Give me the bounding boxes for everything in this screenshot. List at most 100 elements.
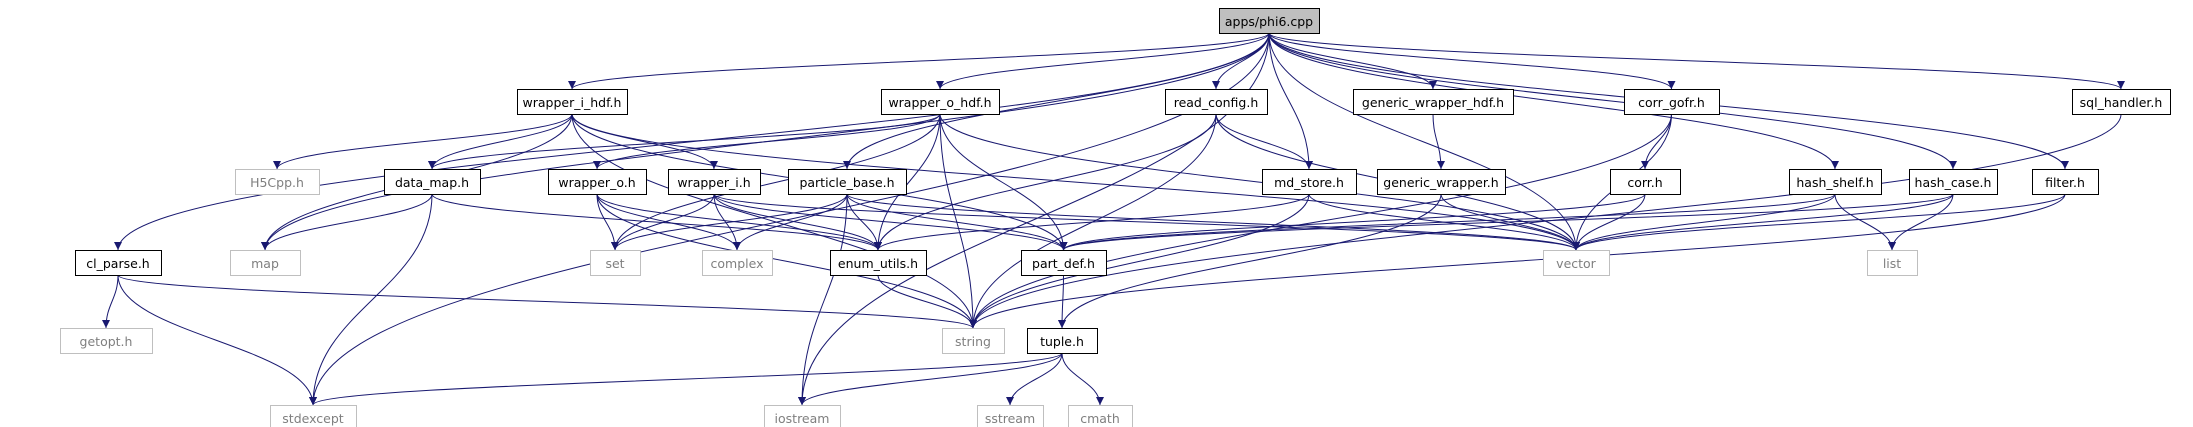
edge-filter-to-string	[969, 193, 2066, 329]
node-particle_base-box	[788, 169, 907, 195]
node-wrapper_i_hdf-label: wrapper_i_hdf.h	[523, 95, 622, 110]
edge-tuple-to-sstream	[1006, 352, 1063, 406]
node-string-label: string	[955, 334, 991, 349]
node-sql_handler[interactable]: sql_handler.h	[2072, 89, 2171, 115]
node-read_config[interactable]: read_config.h	[1165, 89, 1268, 115]
node-wrapper_i_hdf-box	[517, 89, 628, 115]
node-wrapper_o[interactable]: wrapper_o.h	[548, 169, 647, 195]
edge-particle_base-to-set	[611, 193, 848, 251]
node-hash_case[interactable]: hash_case.h	[1909, 169, 1998, 195]
node-wrapper_i[interactable]: wrapper_i.h	[668, 169, 761, 195]
node-phi6-box	[1219, 8, 1320, 34]
edge-phi6-to-generic_wrapper_hdf	[1268, 32, 1437, 90]
edge-hash_case-to-part_def	[1059, 193, 1954, 251]
node-wrapper_o_hdf[interactable]: wrapper_o_hdf.h	[881, 89, 1000, 115]
edge-wrapper_o-to-complex	[596, 193, 741, 251]
node-tuple[interactable]: tuple.h	[1027, 328, 1098, 354]
edge-phi6-to-md_store	[1268, 32, 1313, 170]
node-phi6[interactable]: apps/phi6.cpp	[1219, 8, 1320, 34]
node-phi6-label: apps/phi6.cpp	[1225, 14, 1313, 29]
edge-data_map-to-map	[261, 193, 433, 251]
node-cl_parse[interactable]: cl_parse.h	[75, 250, 162, 276]
node-hash_shelf-label: hash_shelf.h	[1796, 175, 1873, 190]
node-tuple-box	[1027, 328, 1098, 354]
node-vector-box	[1543, 250, 1610, 276]
node-getopt-label: getopt.h	[80, 334, 133, 349]
node-complex-label: complex	[711, 256, 764, 271]
node-filter[interactable]: filter.h	[2032, 169, 2099, 195]
node-string-box	[942, 328, 1005, 354]
edge-tuple-to-stdexcept	[309, 352, 1063, 406]
edge-generic_wrapper-to-tuple	[1058, 193, 1442, 329]
edge-hash_shelf-to-list	[1834, 193, 1896, 251]
node-part_def-box	[1021, 250, 1107, 276]
edge-wrapper_i-to-part_def	[713, 193, 1068, 251]
node-sql_handler-box	[2072, 89, 2171, 115]
edge-particle_base-to-iostream	[798, 193, 848, 406]
node-map-box	[230, 250, 301, 276]
node-complex: complex	[702, 250, 773, 276]
node-sstream-box	[977, 405, 1044, 427]
node-data_map[interactable]: data_map.h	[384, 169, 481, 195]
node-filter-label: filter.h	[2045, 175, 2085, 190]
node-generic_wrapper_hdf[interactable]: generic_wrapper_hdf.h	[1353, 89, 1514, 115]
node-part_def-label: part_def.h	[1032, 256, 1095, 271]
edge-wrapper_i_hdf-to-data_map	[428, 113, 573, 170]
node-corr_gofr-box	[1624, 89, 1720, 115]
node-sstream-label: sstream	[985, 411, 1035, 426]
node-wrapper_o-box	[548, 169, 647, 195]
node-filter-box	[2032, 169, 2099, 195]
edge-read_config-to-string	[969, 113, 1217, 329]
node-part_def[interactable]: part_def.h	[1021, 250, 1107, 276]
node-H5Cpp: H5Cpp.h	[235, 169, 320, 195]
edge-md_store-to-string	[969, 193, 1310, 329]
node-stdexcept-box	[270, 405, 357, 427]
node-wrapper_i-label: wrapper_i.h	[677, 175, 750, 190]
node-corr[interactable]: corr.h	[1610, 169, 1681, 195]
node-generic_wrapper_hdf-label: generic_wrapper_hdf.h	[1362, 95, 1504, 110]
node-cmath-label: cmath	[1080, 411, 1120, 426]
edge-phi6-to-corr_gofr	[1268, 32, 1676, 90]
edge-read_config-to-md_store	[1215, 113, 1313, 170]
edge-read_config-to-enum_utils	[874, 113, 1217, 251]
node-H5Cpp-box	[235, 169, 320, 195]
edge-data_map-to-enum_utils	[431, 193, 882, 251]
dependency-nodes: apps/phi6.cpp wrapper_i_hdf.h wrapper_o_hd…	[60, 8, 2171, 427]
edge-tuple-to-iostream	[798, 352, 1063, 406]
edge-particle_base-to-enum_utils	[846, 193, 882, 251]
node-generic_wrapper[interactable]: generic_wrapper.h	[1377, 169, 1506, 195]
edge-phi6-to-hash_case	[1268, 32, 1957, 170]
edge-corr-to-part_def	[1059, 193, 1646, 251]
node-corr-box	[1610, 169, 1681, 195]
node-sql_handler-label: sql_handler.h	[2080, 95, 2163, 110]
node-string: string	[942, 328, 1005, 354]
node-hash_shelf[interactable]: hash_shelf.h	[1789, 169, 1882, 195]
node-wrapper_i_hdf[interactable]: wrapper_i_hdf.h	[517, 89, 628, 115]
node-cl_parse-label: cl_parse.h	[86, 256, 149, 271]
edge-particle_base-to-complex	[733, 193, 848, 251]
edge-phi6-to-hash_shelf	[1268, 32, 1839, 170]
edge-generic_wrapper_hdf-to-generic_wrapper	[1432, 113, 1445, 170]
node-getopt: getopt.h	[60, 328, 153, 354]
edge-wrapper_o_hdf-to-set	[611, 113, 941, 251]
node-md_store-label: md_store.h	[1274, 175, 1344, 190]
node-set-box	[590, 250, 641, 276]
node-cmath: cmath	[1068, 405, 1133, 427]
node-data_map-label: data_map.h	[395, 175, 469, 190]
node-corr_gofr[interactable]: corr_gofr.h	[1624, 89, 1720, 115]
edge-wrapper_i-to-vector	[713, 193, 1580, 251]
edge-wrapper_i_hdf-to-vector	[571, 113, 1580, 251]
node-generic_wrapper-label: generic_wrapper.h	[1383, 175, 1498, 190]
node-wrapper_o_hdf-label: wrapper_o_hdf.h	[888, 95, 991, 110]
node-getopt-box	[60, 328, 153, 354]
edge-phi6-to-wrapper_i_hdf	[568, 32, 1270, 90]
edge-cl_parse-to-getopt	[102, 274, 119, 329]
node-particle_base[interactable]: particle_base.h	[788, 169, 907, 195]
edge-hash_shelf-to-vector	[1572, 193, 1836, 251]
node-enum_utils[interactable]: enum_utils.h	[830, 250, 927, 276]
node-vector-label: vector	[1556, 256, 1597, 271]
edge-phi6-to-vector	[1268, 32, 1580, 251]
node-md_store[interactable]: md_store.h	[1262, 169, 1357, 195]
node-map-label: map	[251, 256, 279, 271]
edge-cl_parse-to-stdexcept	[117, 274, 317, 406]
